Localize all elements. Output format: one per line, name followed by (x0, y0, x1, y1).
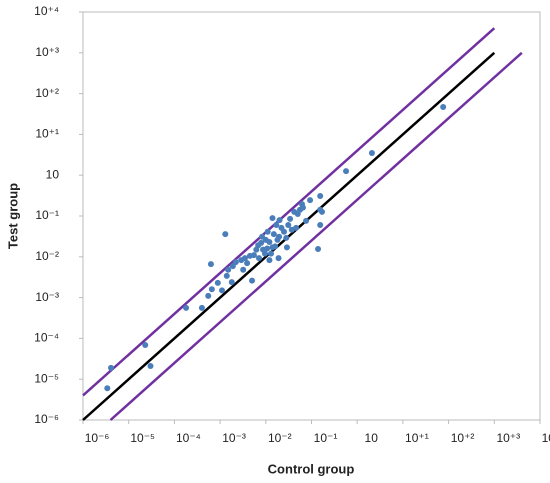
x-tick-label: 10⁻⁵ (130, 431, 155, 445)
point (205, 292, 212, 299)
point (249, 277, 256, 284)
x-tick-label: 10⁻² (268, 431, 292, 445)
x-tick-label: 10⁺³ (496, 431, 520, 445)
point (268, 250, 275, 257)
point (218, 287, 225, 294)
point (270, 231, 277, 238)
point (207, 261, 214, 268)
point (343, 168, 350, 175)
point (198, 304, 205, 311)
x-tick-label: 10⁻⁴ (176, 431, 201, 445)
point (214, 279, 221, 286)
x-tick-label: 10 (365, 431, 379, 445)
y-tick-label: 10⁺¹ (35, 127, 59, 141)
x-axis-title: Control group (268, 461, 355, 476)
point (303, 217, 310, 224)
point (319, 208, 326, 215)
point (225, 266, 232, 273)
point (285, 222, 292, 229)
point (283, 234, 290, 241)
y-tick-label: 10⁻² (35, 249, 59, 263)
point (293, 224, 300, 231)
point (280, 228, 287, 235)
x-tick-label: 10⁺² (451, 431, 475, 445)
point (241, 255, 248, 262)
point (283, 244, 290, 251)
point (299, 204, 306, 211)
point (264, 228, 271, 235)
y-tick-label: 10⁻⁴ (34, 331, 59, 345)
y-tick-label: 10⁻⁵ (34, 371, 59, 385)
point (142, 341, 149, 348)
point (232, 259, 239, 266)
point (269, 215, 276, 222)
point (108, 364, 115, 371)
y-tick-label: 10⁻⁶ (34, 412, 59, 426)
y-tick-label: 10⁻³ (35, 290, 59, 304)
point (266, 257, 273, 264)
point (208, 286, 215, 293)
point (244, 260, 251, 267)
x-tick-label: 10⁻¹ (314, 431, 338, 445)
point (368, 150, 375, 157)
point (317, 192, 324, 199)
y-tick-label: 10⁻¹ (35, 208, 59, 222)
point (440, 103, 447, 110)
point (261, 250, 268, 257)
y-tick-label: 10⁺² (35, 86, 59, 100)
point (223, 272, 230, 279)
point (276, 233, 283, 240)
x-tick-label: 10⁺⁴ (542, 431, 550, 445)
point (317, 222, 324, 229)
x-tick-label: 10⁺¹ (405, 431, 429, 445)
point (228, 279, 235, 286)
point (250, 252, 257, 259)
reference-line (109, 51, 523, 421)
point (222, 231, 229, 238)
y-tick-label: 10 (46, 167, 60, 181)
point (273, 222, 280, 229)
point (104, 385, 111, 392)
y-axis-title: Test group (5, 183, 20, 249)
y-tick-label: 10⁺⁴ (34, 4, 59, 18)
point (272, 243, 279, 250)
y-tick-label: 10⁺³ (35, 45, 59, 59)
reference-line (82, 27, 496, 397)
point (264, 245, 271, 252)
point (240, 266, 247, 273)
point (315, 246, 322, 253)
point (266, 239, 273, 246)
point (183, 304, 190, 311)
point (256, 255, 263, 262)
point (307, 197, 314, 204)
point (275, 255, 282, 262)
x-tick-label: 10⁻⁶ (85, 431, 110, 445)
point (147, 363, 154, 370)
point (258, 239, 265, 246)
point (276, 217, 283, 224)
point (287, 215, 294, 222)
x-tick-label: 10⁻³ (222, 431, 246, 445)
